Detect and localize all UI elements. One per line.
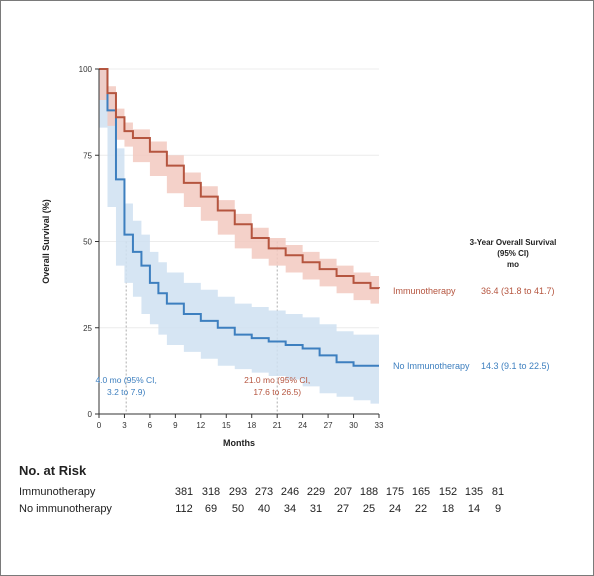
x-tick-label: 3 — [122, 421, 127, 430]
immunotherapy-curve — [99, 68, 380, 290]
risk-row-no-immunotherapy: No immunotherapy 112 69 50 40 34 31 27 25 24 22 18… — [19, 503, 579, 520]
risk-count: 34 — [283, 503, 297, 515]
x-tick-label: 9 — [173, 421, 178, 430]
legend-header: (95% CI) — [497, 249, 529, 258]
legend-header: mo — [507, 260, 519, 269]
risk-count: 207 — [333, 486, 353, 498]
risk-count: 25 — [362, 503, 376, 515]
immunotherapy-ci-band — [99, 69, 379, 304]
risk-count: 9 — [494, 503, 502, 515]
risk-count: 175 — [385, 486, 405, 498]
x-tick-label: 15 — [222, 421, 231, 430]
risk-count: 24 — [388, 503, 402, 515]
risk-count: 31 — [309, 503, 323, 515]
risk-count: 188 — [359, 486, 379, 498]
x-tick-label: 6 — [148, 421, 153, 430]
y-tick-label: 100 — [79, 65, 93, 74]
risk-count: 69 — [204, 503, 218, 515]
y-tick-label: 0 — [88, 410, 93, 419]
survival-value-immunotherapy: 36.4 (31.8 to 41.7) — [481, 286, 555, 296]
risk-count: 81 — [491, 486, 505, 498]
risk-row-label: No immunotherapy — [19, 503, 112, 515]
risk-row-immunotherapy: Immunotherapy 381 318 293 273 246 229 207 188 17… — [19, 486, 579, 503]
median-label-immunotherapy: 17.6 to 26.5) — [253, 387, 301, 397]
y-axis-title: Overall Survival (%) — [41, 199, 51, 284]
risk-count: 152 — [438, 486, 458, 498]
x-tick-label: 24 — [298, 421, 307, 430]
risk-table-title: No. at Risk — [19, 463, 87, 478]
median-label-immunotherapy: 21.0 mo (95% CI, — [244, 375, 310, 385]
x-tick-label: 33 — [375, 421, 384, 430]
axes — [95, 68, 380, 418]
legend-header: 3-Year Overall Survival — [470, 238, 557, 247]
risk-count: 381 — [174, 486, 194, 498]
risk-count: 50 — [231, 503, 245, 515]
y-tick-label: 75 — [83, 151, 92, 160]
risk-count: 273 — [254, 486, 274, 498]
x-tick-label: 27 — [324, 421, 333, 430]
x-tick-label: 0 — [97, 421, 102, 430]
y-tick-label: 25 — [83, 324, 92, 333]
risk-count: 22 — [414, 503, 428, 515]
median-label-no-immunotherapy: 3.2 to 7.9) — [107, 387, 145, 397]
risk-count: 40 — [257, 503, 271, 515]
x-tick-label: 12 — [196, 421, 205, 430]
annotations: 4.0 mo (95% CI, 3.2 to 7.9) 21.0 mo (95% C… — [95, 238, 556, 397]
no-immunotherapy-curve — [99, 68, 379, 367]
survival-value-no-immunotherapy: 14.3 (9.1 to 22.5) — [481, 361, 550, 371]
risk-count: 246 — [280, 486, 300, 498]
series-label-immunotherapy: Immunotherapy — [393, 286, 456, 296]
series-label-no-immunotherapy: No Immunotherapy — [393, 361, 470, 371]
y-tick-label: 50 — [83, 238, 92, 247]
risk-count: 18 — [441, 503, 455, 515]
risk-row-label: Immunotherapy — [19, 486, 96, 498]
risk-table: No. at Risk Immunotherapy 381 318 293 273 24… — [19, 463, 579, 520]
x-tick-label: 18 — [247, 421, 256, 430]
risk-count: 165 — [411, 486, 431, 498]
median-label-no-immunotherapy: 4.0 mo (95% CI, — [95, 375, 156, 385]
survival-chart: 0 3 6 9 12 15 18 21 24 27 30 33 0 25 50 75 100 Months Over… — [41, 65, 556, 448]
risk-count: 293 — [228, 486, 248, 498]
risk-count: 112 — [175, 503, 193, 515]
risk-count: 14 — [467, 503, 481, 515]
risk-count: 318 — [201, 486, 221, 498]
x-axis-title: Months — [223, 438, 255, 448]
x-tick-label: 30 — [349, 421, 358, 430]
tick-labels: 0 3 6 9 12 15 18 21 24 27 30 33 0 25 50 75 100 Months Over… — [41, 65, 384, 448]
confidence-bands — [99, 69, 379, 404]
survival-curves — [99, 68, 380, 367]
x-tick-label: 21 — [273, 421, 282, 430]
risk-count: 135 — [464, 486, 484, 498]
risk-count: 27 — [336, 503, 350, 515]
risk-count: 229 — [306, 486, 326, 498]
no-immunotherapy-ci-band — [99, 69, 379, 404]
